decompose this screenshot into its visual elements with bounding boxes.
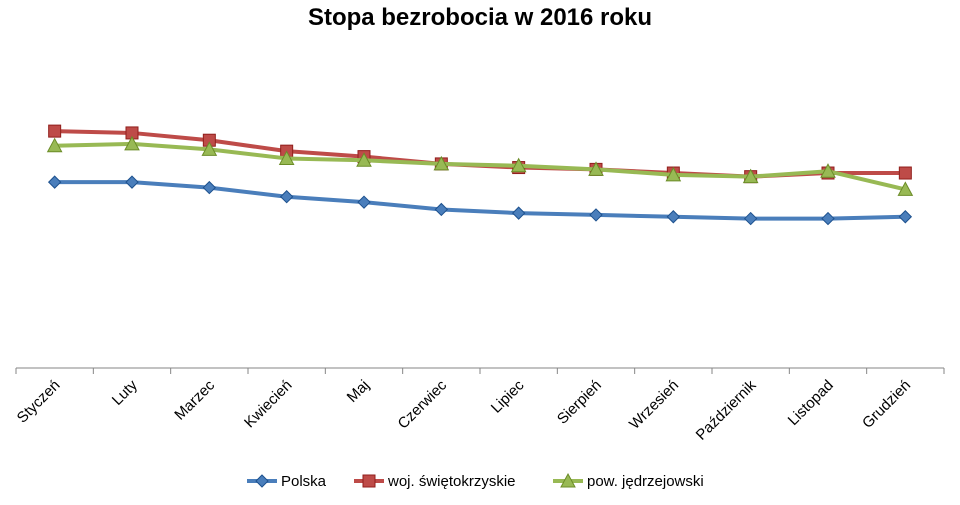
- data-point: [665, 166, 682, 182]
- data-point: [357, 195, 371, 209]
- legend-marker: [362, 474, 376, 488]
- data-point: [278, 150, 295, 165]
- data-point: [201, 141, 218, 156]
- data-point: [820, 163, 836, 178]
- data-point: [47, 175, 62, 189]
- data-point: [588, 161, 604, 176]
- series-line: [52, 180, 908, 221]
- data-point: [48, 124, 62, 138]
- legend-marker: [560, 472, 576, 488]
- series-3: [46, 135, 914, 196]
- data-point: [589, 208, 603, 222]
- data-point: [666, 210, 681, 224]
- data-point: [897, 181, 914, 196]
- data-point: [510, 157, 527, 173]
- data-point: [898, 210, 913, 224]
- legend-item: pow. jędrzejowski: [553, 472, 704, 490]
- data-point: [46, 137, 63, 153]
- data-point: [743, 211, 758, 226]
- legend-item: woj. świętokrzyskie: [354, 473, 516, 490]
- series-line: [52, 141, 908, 192]
- legend-label: woj. świętokrzyskie: [387, 473, 516, 490]
- data-point: [433, 155, 450, 171]
- legend-item: Polska: [247, 473, 327, 490]
- x-tick-label: Sierpień: [554, 377, 605, 428]
- data-point: [356, 152, 372, 167]
- legend: Polska woj. świętokrzyskie pow. jędrzejows…: [247, 472, 704, 490]
- data-point: [821, 211, 835, 226]
- chart-title: Stopa bezrobocia w 2016 roku: [307, 4, 653, 31]
- data-point: [434, 202, 449, 217]
- data-point: [202, 180, 217, 195]
- data-point: [124, 135, 140, 151]
- x-tick-label: Czerwiec: [395, 376, 451, 432]
- x-tick-label: Styczeń: [14, 377, 64, 427]
- legend-label: pow. jędrzejowski: [587, 473, 704, 490]
- series-line: [52, 129, 908, 179]
- x-tick-label: Maj: [344, 377, 373, 406]
- data-point: [898, 166, 912, 180]
- data-point: [125, 175, 139, 189]
- x-tick-label: Grudzień: [859, 377, 914, 432]
- legend-marker: [255, 474, 269, 488]
- x-tick-label: Październik: [693, 376, 760, 443]
- data-point: [279, 190, 294, 204]
- series-1: [47, 175, 913, 226]
- x-tick-label: Listopad: [785, 377, 837, 429]
- x-tick-label: Marzec: [171, 376, 218, 423]
- x-tick-label: Lipiec: [488, 376, 528, 416]
- x-axis: Styczeń Luty Marzec Kwiecień Maj Czerwiec Lipi…: [14, 367, 945, 444]
- series-layer: [46, 124, 914, 226]
- legend-label: Polska: [281, 473, 327, 490]
- x-tick-label: Wrzesień: [626, 377, 682, 433]
- x-tick-label: Luty: [109, 376, 141, 408]
- x-tick-label: Kwiecień: [241, 377, 295, 431]
- data-point: [511, 206, 526, 220]
- data-point: [742, 168, 759, 184]
